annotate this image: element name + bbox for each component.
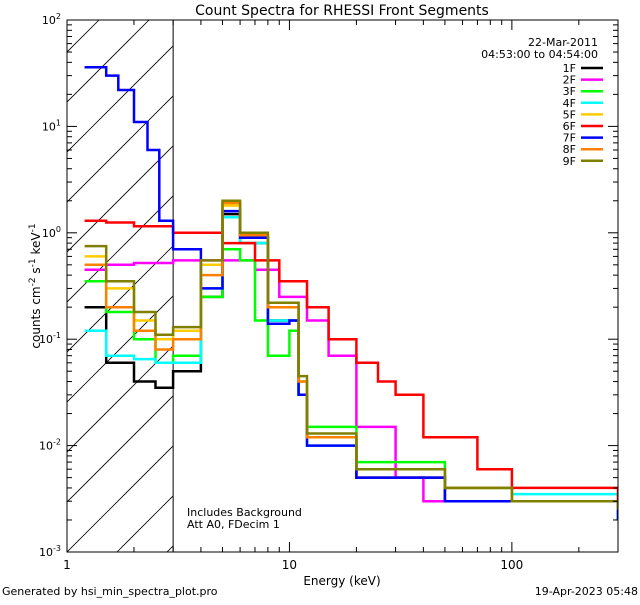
- y-tick-base: 10: [39, 546, 53, 559]
- legend-label-7F: 7F: [563, 132, 576, 145]
- y-tick-label: 100: [42, 225, 61, 240]
- series-line-5F: [84, 204, 618, 510]
- legend-label-2F: 2F: [563, 74, 576, 87]
- hatch-line: [67, 195, 174, 303]
- series-line-7F: [84, 65, 618, 520]
- hatch-line: [67, 395, 174, 503]
- hatch-line: [267, 0, 640, 552]
- hatch-line: [517, 0, 640, 552]
- y-tick-label: 101: [42, 118, 61, 133]
- legend-label-1F: 1F: [563, 62, 576, 75]
- y-tick-base: 10: [39, 333, 53, 346]
- y-tick-label: 10-2: [39, 438, 61, 453]
- hatch-line: [67, 445, 174, 552]
- legend-label-3F: 3F: [563, 85, 576, 98]
- y-tick-base: 10: [42, 227, 56, 240]
- hatched-region-clip: [0, 0, 640, 552]
- series-line-2F: [84, 259, 618, 510]
- y-tick-exponent: 2: [56, 12, 61, 21]
- series-line-3F: [84, 248, 618, 510]
- y-tick-label: 102: [42, 12, 61, 27]
- hatch-line: [67, 145, 174, 253]
- y-tick-base: 10: [42, 14, 56, 27]
- x-tick-label: 10: [282, 558, 297, 572]
- y-label-sup-1: -2: [28, 277, 38, 286]
- hatch-line: [417, 0, 640, 552]
- legend-label-9F: 9F: [563, 155, 576, 168]
- chart-title: Count Spectra for RHESSI Front Segments: [195, 3, 489, 19]
- y-tick-base: 10: [39, 440, 53, 453]
- y-axis-label: counts cm-2 s-1 keV-1: [28, 223, 43, 348]
- y-tick-exponent: 1: [56, 118, 61, 127]
- hatch-line: [67, 345, 174, 453]
- y-label-sup-2: -1: [28, 258, 38, 267]
- y-label-sup-3: -1: [28, 223, 38, 232]
- y-tick-exponent: -1: [53, 331, 61, 340]
- y-tick-exponent: -3: [53, 544, 61, 553]
- legend-label-5F: 5F: [563, 108, 576, 121]
- footer-timestamp: 19-Apr-2023 05:48: [534, 585, 638, 598]
- hatch-line: [0, 0, 167, 552]
- legend-label-4F: 4F: [563, 97, 576, 110]
- hatched-region: [0, 0, 640, 552]
- plot-frame: [66, 19, 619, 553]
- series-line-9F: [84, 199, 618, 510]
- x-tick-label: 1: [63, 558, 71, 572]
- legend-label-6F: 6F: [563, 120, 576, 133]
- time-range-label: 04:53:00 to 04:54:00: [481, 48, 598, 61]
- y-tick-base: 10: [42, 120, 56, 133]
- annotation-attenuator: Att A0, FDecim 1: [187, 518, 280, 531]
- series-line-1F: [84, 212, 618, 520]
- y-label-main: counts cm: [29, 286, 43, 348]
- x-tick-label: 100: [500, 558, 523, 572]
- y-label-s: s: [29, 267, 43, 277]
- x-axis-label: Energy (keV): [303, 574, 380, 588]
- date-label: 22-Mar-2011: [528, 36, 598, 49]
- annotation-background: Includes Background: [187, 506, 302, 519]
- y-label-kev: keV: [29, 232, 43, 259]
- y-tick-label: 10-3: [39, 544, 61, 559]
- y-tick-label: 10-1: [39, 331, 61, 346]
- hatch-line: [617, 0, 640, 552]
- y-tick-exponent: 0: [56, 225, 61, 234]
- y-tick-exponent: -2: [53, 438, 61, 447]
- footer-generator: Generated by hsi_min_spectra_plot.pro: [2, 585, 218, 598]
- legend-label-8F: 8F: [563, 143, 576, 156]
- hatch-line: [567, 0, 640, 552]
- hatch-line: [67, 45, 174, 153]
- hatch-line: [67, 20, 150, 103]
